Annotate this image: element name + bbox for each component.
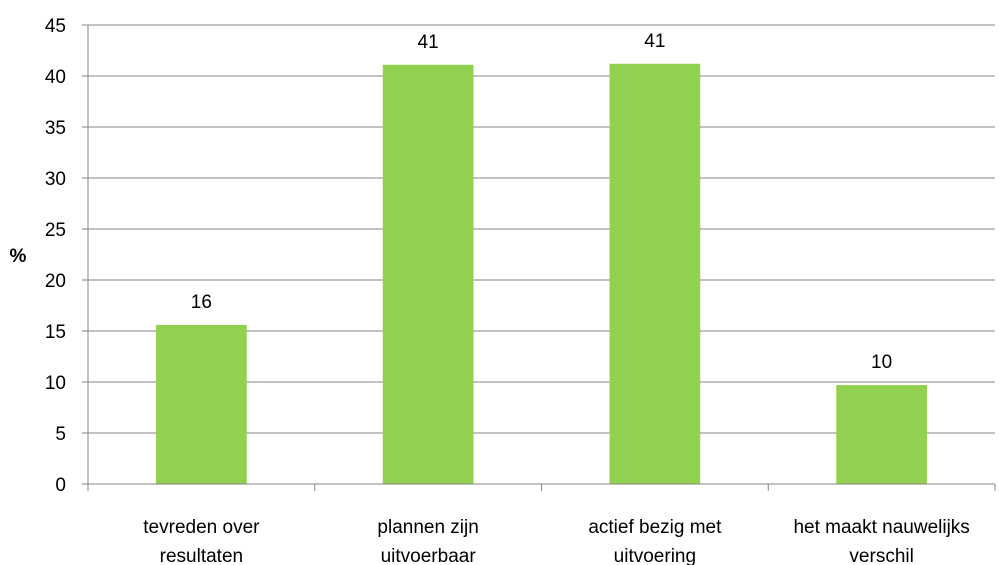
bar-value-label: 10 xyxy=(871,352,892,373)
category-label: tevreden over resultaten xyxy=(143,517,260,565)
bar xyxy=(156,324,247,484)
bar-value-label: 41 xyxy=(644,31,665,52)
y-tick-label: 30 xyxy=(45,169,66,190)
category-label: actief bezig met uitvoering xyxy=(588,517,722,565)
y-axis-ticks: 0 5 10 15 20 25 30 35 40 45 xyxy=(45,16,88,496)
bars xyxy=(156,63,927,484)
y-tick-label: 5 xyxy=(55,424,66,445)
data-labels: 16 41 41 10 xyxy=(191,31,892,373)
bar xyxy=(836,385,927,484)
category-label-line: tevreden over xyxy=(143,517,260,538)
y-tick-label: 10 xyxy=(45,373,66,394)
category-label-line: resultaten xyxy=(160,546,243,565)
y-axis-title: % xyxy=(10,246,27,267)
y-tick-label: 15 xyxy=(45,322,66,343)
y-tick-label: 0 xyxy=(55,475,66,496)
bar xyxy=(382,64,474,484)
y-tick-label: 20 xyxy=(45,271,66,292)
category-label-line: uitvoerbaar xyxy=(381,546,477,565)
y-tick-label: 45 xyxy=(45,16,66,37)
category-label-line: actief bezig met xyxy=(588,517,722,538)
category-label: het maakt nauwelijks verschil xyxy=(793,517,969,565)
bar xyxy=(609,63,701,484)
category-label-line: uitvoering xyxy=(614,546,696,565)
axes xyxy=(87,25,996,491)
y-tick-label: 25 xyxy=(45,220,66,241)
category-label-line: verschil xyxy=(849,546,913,565)
bar-value-label: 41 xyxy=(418,32,439,53)
category-label-line: plannen zijn xyxy=(377,517,478,538)
y-tick-label: 40 xyxy=(45,67,66,88)
bar-value-label: 16 xyxy=(191,292,212,313)
category-labels: tevreden over resultaten plannen zijn uitvo… xyxy=(143,517,970,565)
category-label: plannen zijn uitvoerbaar xyxy=(377,517,478,565)
y-tick-label: 35 xyxy=(45,118,66,139)
category-label-line: het maakt nauwelijks xyxy=(793,517,969,538)
